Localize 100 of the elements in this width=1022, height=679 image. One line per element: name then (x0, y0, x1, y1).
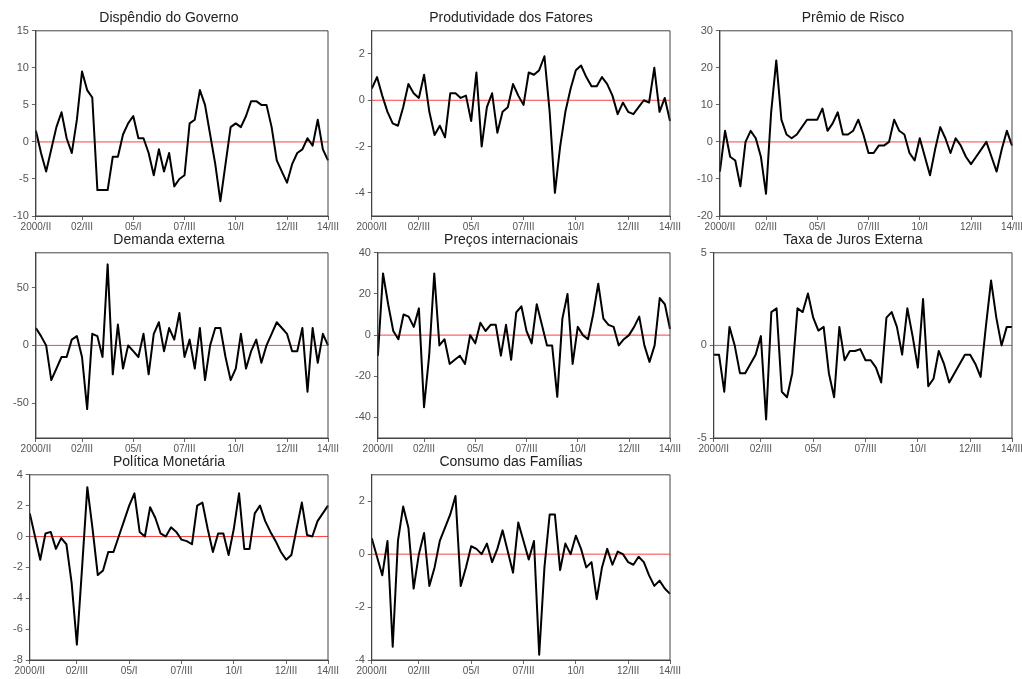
chart-title: Taxa de Juros Externa (783, 231, 923, 248)
x-tick-label: 14/III (316, 664, 340, 676)
x-tick-label: 05/I (804, 442, 822, 454)
x-tick-label: 2000/II (20, 220, 52, 232)
y-tick-label: 2 (358, 494, 365, 507)
x-tick-label: 02/III (70, 220, 94, 232)
x-tick-label: 05/I (462, 664, 480, 676)
x-tick-label: 14/III (316, 220, 340, 232)
y-tick-label: -40 (354, 410, 371, 423)
chart-title: Preços internacionais (444, 231, 578, 248)
x-tick-label: 07/III (173, 442, 196, 454)
x-tick-label: 02/III (407, 664, 430, 676)
y-tick-label: 0 (700, 338, 707, 351)
x-tick-label: 07/III (512, 220, 535, 232)
x-tick-label: 02/III (70, 442, 94, 454)
x-tick-label: 05/I (124, 442, 142, 454)
x-tick-label: 10/I (225, 664, 243, 676)
y-tick-label: 2 (16, 498, 23, 511)
y-tick-label: 20 (358, 286, 371, 299)
y-tick-label: 10 (16, 60, 29, 73)
x-tick-label: 14/III (658, 442, 682, 454)
x-tick-label: 07/III (512, 664, 535, 676)
y-tick-label: -2 (355, 600, 365, 613)
x-tick-label: 12/III (617, 220, 640, 232)
x-tick-label: 2000/II (704, 220, 736, 232)
x-tick-label: 10/I (227, 220, 245, 232)
y-tick-label: 15 (16, 23, 29, 36)
x-tick-label: 02/III (749, 442, 772, 454)
y-tick-label: 0 (358, 93, 365, 106)
y-tick-label: -2 (355, 139, 365, 152)
x-tick-label: 2000/II (698, 442, 730, 454)
y-tick-label: -10 (696, 171, 713, 184)
y-tick-label: 2 (358, 46, 365, 59)
x-tick-label: 05/I (808, 220, 826, 232)
x-tick-label: 07/III (854, 442, 877, 454)
chart-title: Produtividade dos Fatores (429, 9, 593, 26)
x-tick-label: 07/III (173, 220, 196, 232)
x-tick-label: 12/III (617, 442, 641, 454)
chart-title: Dispêndio do Governo (99, 9, 239, 26)
chart-title: Prêmio de Risco (801, 9, 905, 26)
x-tick-label: 05/I (466, 442, 484, 454)
x-tick-label: 12/III (617, 664, 640, 676)
y-tick-label: -2 (13, 560, 23, 573)
chart-title: Consumo das Famílias (439, 453, 583, 470)
x-tick-label: 12/III (959, 220, 983, 232)
x-tick-label: 07/III (857, 220, 880, 232)
y-tick-label: 0 (364, 328, 371, 341)
x-tick-label: 14/III (316, 442, 340, 454)
x-tick-label: 02/III (65, 664, 88, 676)
x-tick-label: 14/III (1000, 442, 1022, 454)
y-tick-label: -20 (696, 209, 713, 222)
x-tick-label: 10/I (569, 442, 587, 454)
x-tick-label: 2000/II (356, 220, 388, 232)
y-tick-label: 0 (706, 134, 713, 147)
y-tick-label: 0 (358, 547, 365, 560)
x-tick-label: 14/III (1000, 220, 1022, 232)
y-tick-label: -4 (355, 653, 365, 666)
y-tick-label: 5 (700, 245, 707, 258)
y-tick-label: -5 (19, 171, 29, 184)
x-tick-label: 12/III (275, 664, 298, 676)
y-tick-label: -6 (13, 622, 23, 635)
x-tick-label: 2000/II (14, 664, 46, 676)
x-tick-label: 10/I (567, 664, 585, 676)
x-tick-label: 12/III (275, 220, 299, 232)
x-tick-label: 07/III (515, 442, 538, 454)
x-tick-label: 05/I (120, 664, 138, 676)
x-tick-label: 05/I (124, 220, 142, 232)
y-tick-label: 30 (700, 23, 713, 36)
y-tick-label: 4 (16, 467, 23, 480)
x-tick-label: 2000/II (362, 442, 394, 454)
y-tick-label: 5 (22, 97, 29, 110)
x-tick-label: 05/I (462, 220, 480, 232)
x-tick-label: 12/III (275, 442, 299, 454)
y-tick-label: 10 (700, 97, 713, 110)
y-tick-label: 0 (22, 338, 29, 351)
x-tick-label: 10/I (227, 442, 245, 454)
x-tick-label: 02/III (412, 442, 436, 454)
y-tick-label: -50 (12, 396, 29, 409)
x-tick-label: 2000/II (356, 664, 388, 676)
y-tick-label: 50 (16, 280, 29, 293)
x-tick-label: 10/I (567, 220, 585, 232)
x-tick-label: 14/III (658, 220, 682, 232)
x-tick-label: 10/I (909, 442, 927, 454)
x-tick-label: 10/I (911, 220, 929, 232)
y-tick-label: 20 (700, 60, 713, 73)
x-tick-label: 02/III (407, 220, 430, 232)
y-tick-label: -10 (12, 209, 29, 222)
x-tick-label: 07/III (170, 664, 193, 676)
y-tick-label: 0 (22, 134, 29, 147)
x-tick-label: 2000/II (20, 442, 52, 454)
y-tick-label: -20 (354, 369, 371, 382)
y-tick-label: -8 (13, 653, 23, 666)
chart-title: Demanda externa (113, 231, 225, 248)
x-tick-label: 14/III (658, 664, 682, 676)
y-tick-label: -5 (697, 431, 707, 444)
x-tick-label: 12/III (959, 442, 982, 454)
y-tick-label: -4 (13, 591, 23, 604)
y-tick-label: -4 (355, 185, 365, 198)
chart-title: Política Monetária (112, 453, 226, 470)
y-tick-label: 40 (358, 245, 371, 258)
